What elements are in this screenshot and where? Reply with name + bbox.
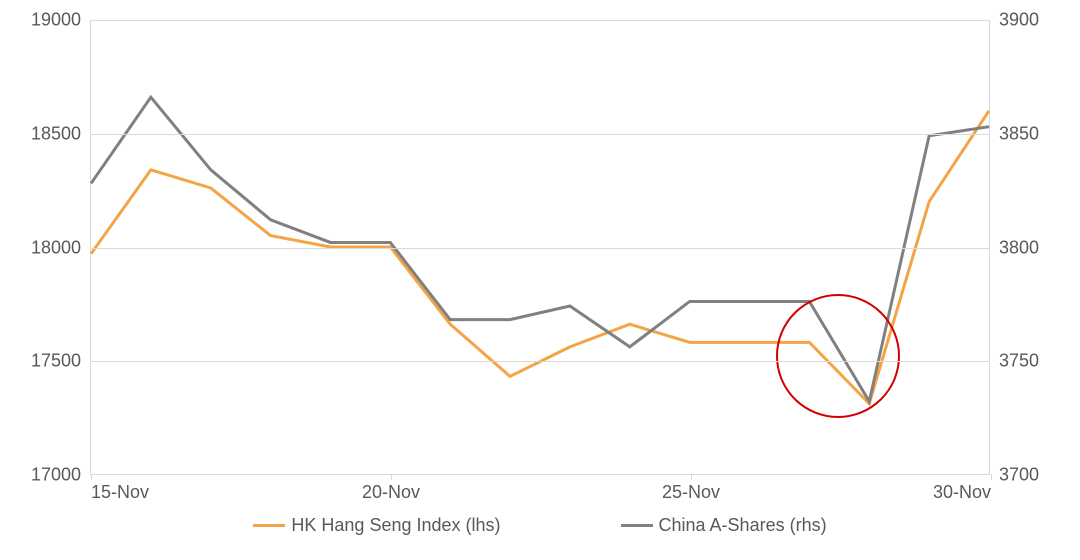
chart-container: 1700017500180001850019000370037503800385… [90,20,990,475]
y-right-tick-label: 3900 [999,10,1039,31]
legend-item-china: China A-Shares (rhs) [621,515,827,536]
legend: HK Hang Seng Index (lhs) China A-Shares … [0,515,1080,536]
x-tick-label: 15-Nov [91,482,149,503]
y-right-tick-label: 3750 [999,351,1039,372]
x-tick-label: 20-Nov [362,482,420,503]
legend-swatch-china [621,524,653,527]
x-tick [691,474,692,480]
legend-swatch-hk [253,524,285,527]
highlight-circle [776,294,900,418]
plot-area: 1700017500180001850019000370037503800385… [90,20,990,475]
y-right-tick-label: 3700 [999,465,1039,486]
y-left-tick-label: 18500 [31,123,81,144]
y-right-tick-label: 3850 [999,123,1039,144]
legend-label-china: China A-Shares (rhs) [659,515,827,536]
y-left-tick-label: 17500 [31,351,81,372]
y-left-tick-label: 17000 [31,465,81,486]
x-tick-label: 30-Nov [933,482,991,503]
legend-item-hk: HK Hang Seng Index (lhs) [253,515,500,536]
y-right-tick-label: 3800 [999,237,1039,258]
x-tick [991,474,992,480]
gridline [91,361,989,362]
gridline [91,20,989,21]
gridline [91,248,989,249]
gridline [91,134,989,135]
x-tick [91,474,92,480]
x-tick [391,474,392,480]
y-left-tick-label: 19000 [31,10,81,31]
y-left-tick-label: 18000 [31,237,81,258]
x-tick-label: 25-Nov [662,482,720,503]
legend-label-hk: HK Hang Seng Index (lhs) [291,515,500,536]
